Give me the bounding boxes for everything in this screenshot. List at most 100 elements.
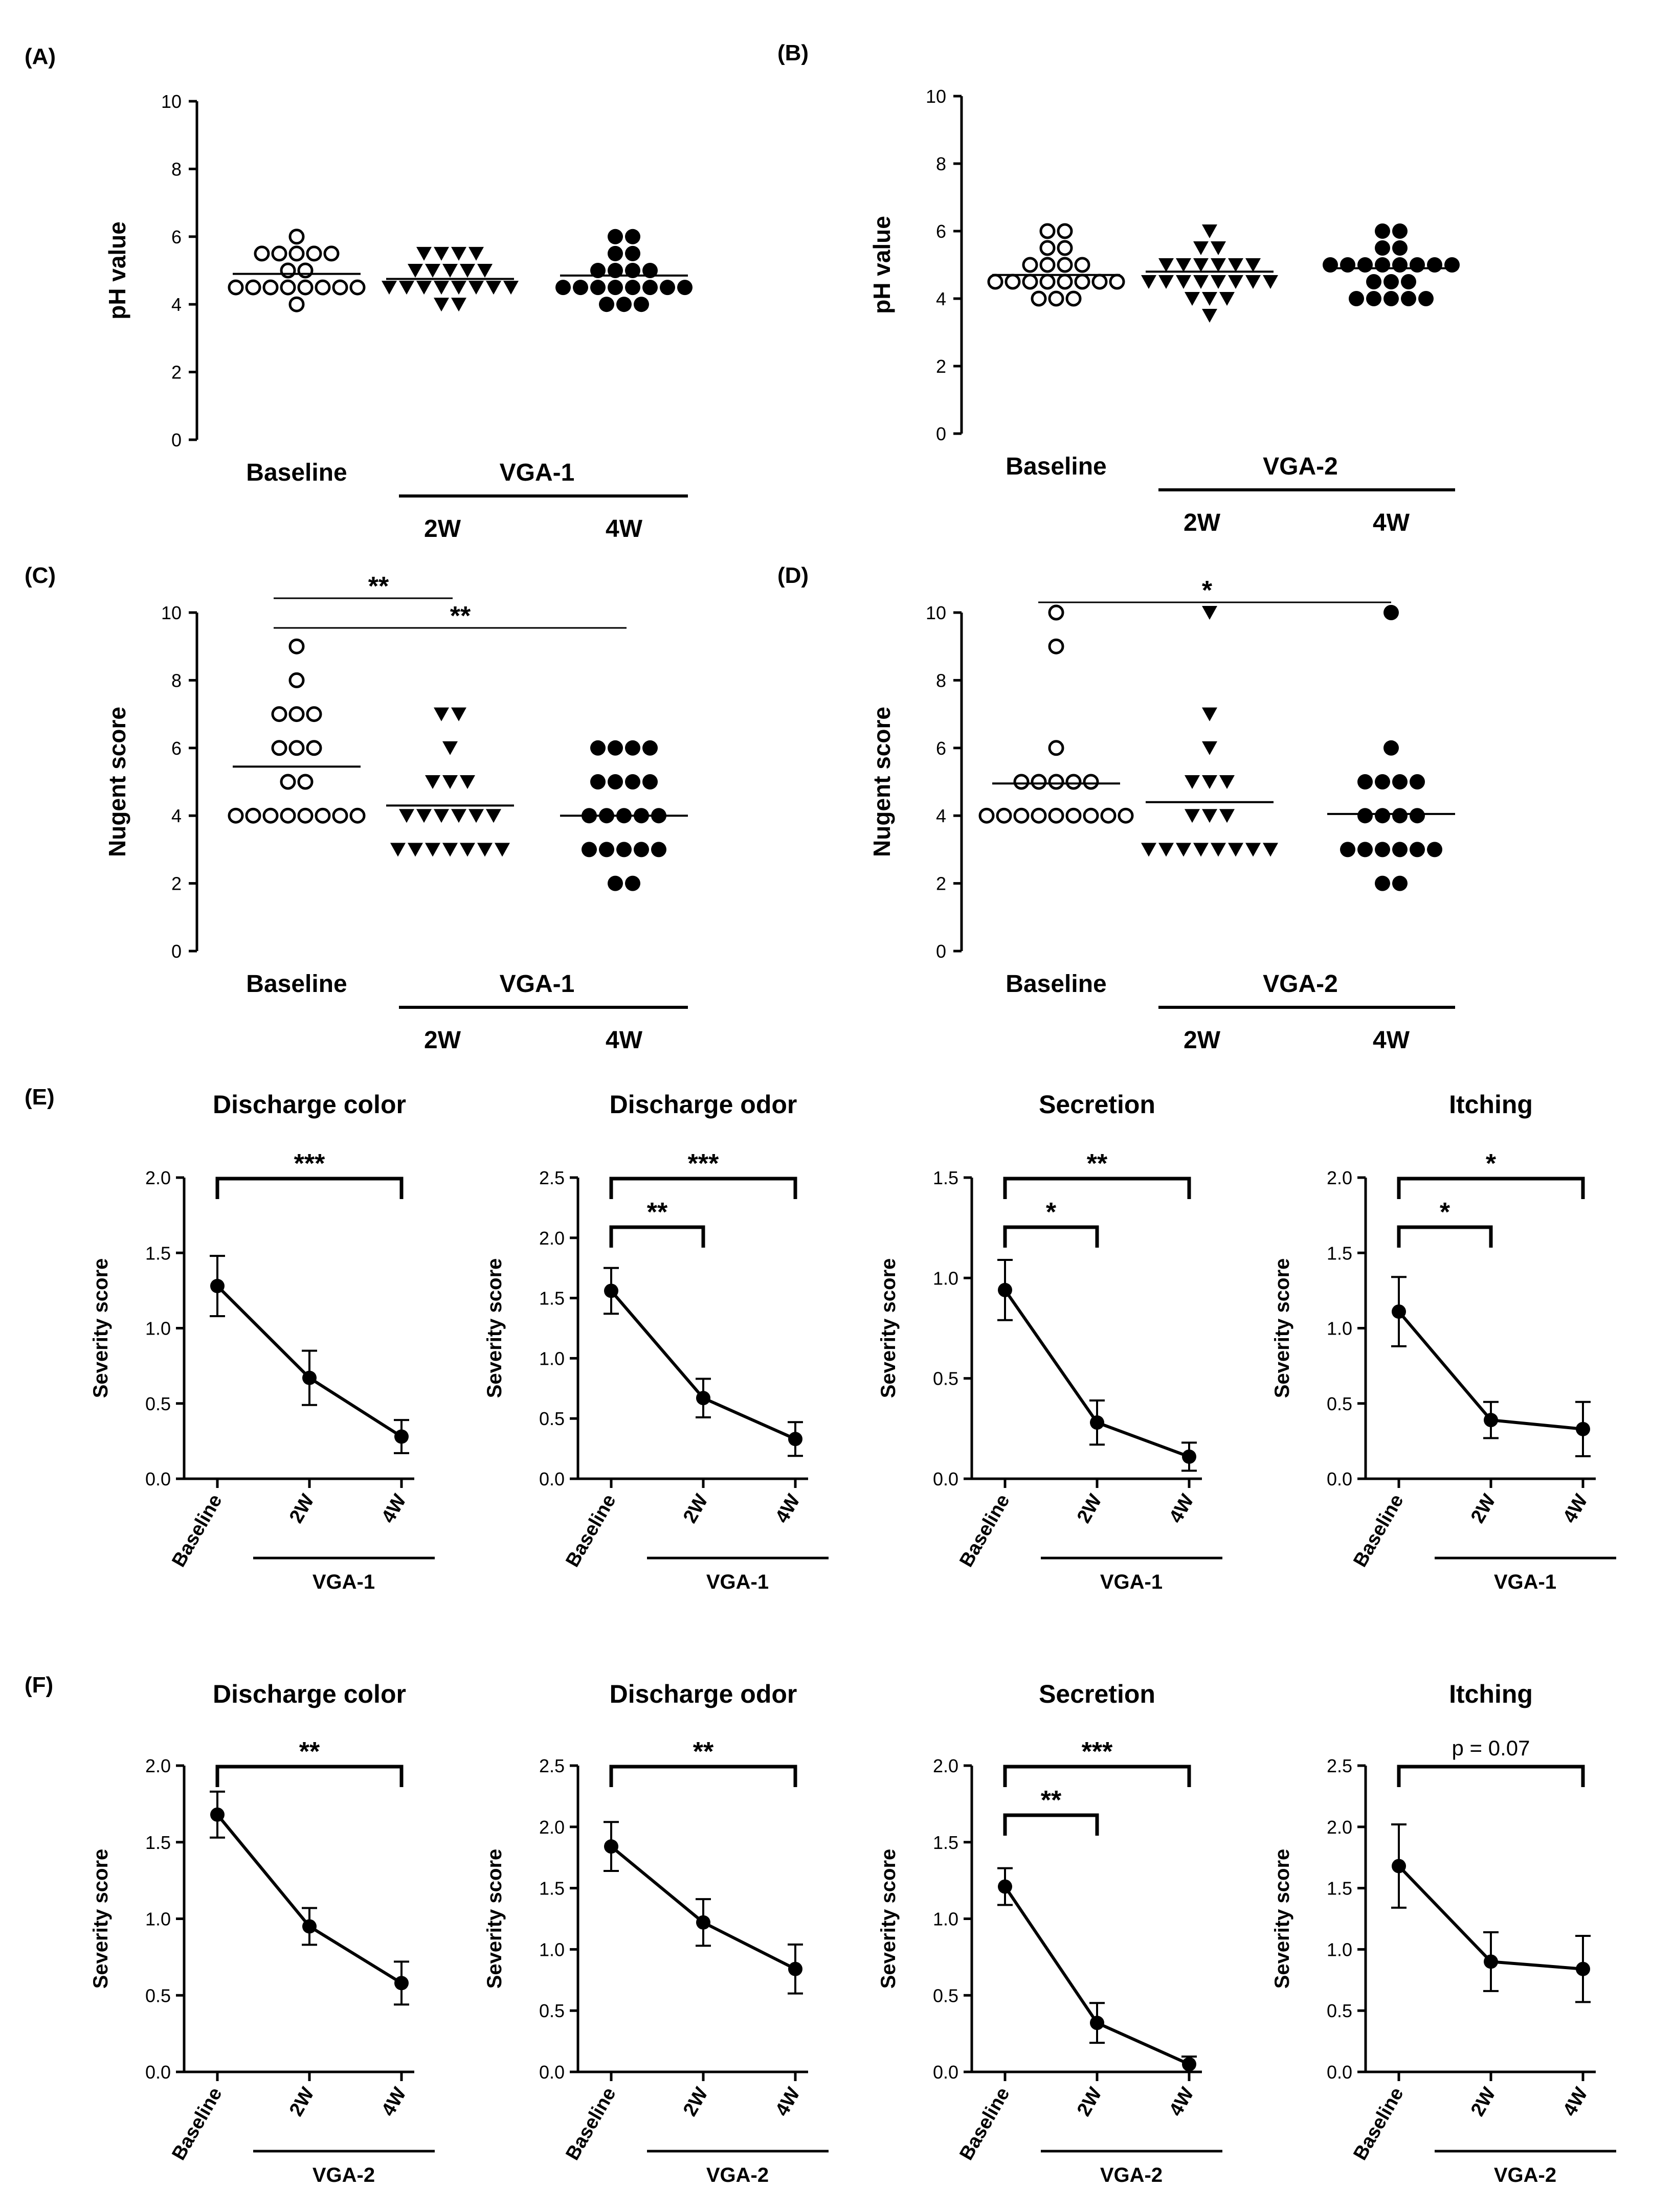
group-label: VGA-2 <box>1263 970 1338 998</box>
y-axis-title: Severity score <box>1271 1849 1293 1989</box>
x-tick-label: 2W <box>285 2084 319 2119</box>
y-tick-label: 1.5 <box>145 1243 171 1263</box>
y-tick-label: 1.0 <box>933 1909 958 1930</box>
y-axis-title: Severity score <box>90 1849 112 1989</box>
significance-label: ** <box>299 1737 320 1767</box>
significance-bracket <box>1003 1225 1099 1248</box>
y-tick-label: 2.5 <box>539 1167 565 1188</box>
data-point <box>297 279 314 296</box>
data-point <box>390 843 406 857</box>
data-point <box>1375 842 1390 857</box>
data-point <box>604 1839 618 1854</box>
significance-bracket <box>215 1177 404 1199</box>
x-label-week: 2W <box>1184 1027 1221 1054</box>
y-tick-label: 0.5 <box>1327 1393 1352 1414</box>
data-point <box>1182 2057 1196 2072</box>
data-point <box>590 280 606 296</box>
data-point <box>288 672 305 688</box>
x-label-week: 2W <box>1184 509 1221 536</box>
x-tick-label: 2W <box>1073 1491 1106 1526</box>
data-point <box>1366 274 1381 289</box>
data-point <box>245 279 261 296</box>
data-point <box>1048 290 1064 307</box>
y-tick-label: 2.5 <box>539 1755 565 1776</box>
y-tick-label: 0.0 <box>145 1469 171 1489</box>
data-point <box>210 1807 225 1822</box>
data-point <box>1444 257 1460 273</box>
data-point <box>1383 291 1399 306</box>
data-point <box>1357 774 1373 789</box>
data-point <box>696 1915 710 1930</box>
data-point <box>451 298 466 312</box>
y-tick-label: 0.5 <box>539 2000 565 2021</box>
group-label: VGA-2 <box>1263 453 1338 480</box>
y-tick-label: 8 <box>171 159 182 179</box>
data-point <box>1340 842 1355 857</box>
subplot-title: Discharge color <box>213 1090 406 1119</box>
x-tick-label: 4W <box>377 2084 411 2119</box>
data-point <box>1383 605 1399 620</box>
data-point <box>1182 1449 1196 1464</box>
x-label-week: 4W <box>1373 509 1410 536</box>
significance-bracket <box>1397 1177 1585 1199</box>
data-point <box>1392 808 1408 824</box>
data-point <box>1118 807 1134 824</box>
x-label-week: 4W <box>1373 1027 1410 1054</box>
data-point <box>332 279 348 296</box>
y-axis-title: Nugent score <box>868 707 895 857</box>
data-point <box>1219 292 1235 306</box>
x-tick-label: Baseline <box>562 2084 620 2164</box>
y-axis-title: pH value <box>868 216 895 314</box>
y-tick-label: 1.0 <box>1327 1939 1352 1960</box>
y-tick-label: 4 <box>171 805 182 826</box>
x-tick-label: 4W <box>1559 2084 1592 2119</box>
data-point <box>1392 240 1408 256</box>
data-point <box>1074 257 1090 273</box>
data-point <box>1202 707 1217 721</box>
data-point <box>297 807 314 824</box>
data-point <box>608 875 623 891</box>
subplot-title: Discharge odor <box>610 1680 797 1708</box>
subplot-title: Secretion <box>1039 1090 1155 1119</box>
data-point <box>1392 842 1408 857</box>
data-point <box>1158 275 1174 289</box>
data-point <box>1245 258 1261 272</box>
y-tick-label: 0.5 <box>539 1408 565 1429</box>
data-point <box>280 774 296 790</box>
data-point <box>625 875 640 891</box>
data-point <box>425 264 440 278</box>
group-label: VGA-1 <box>706 1571 769 1593</box>
data-point <box>634 842 649 857</box>
data-point <box>1375 257 1390 273</box>
data-point <box>297 262 314 279</box>
data-point <box>1083 774 1099 790</box>
data-point <box>382 281 397 295</box>
significance-label: ** <box>1041 1786 1062 1815</box>
y-tick-label: 1.5 <box>1327 1878 1352 1899</box>
data-point <box>315 807 331 824</box>
data-point <box>280 279 296 296</box>
data-point <box>1090 2016 1104 2030</box>
data-point <box>1392 774 1408 789</box>
data-point <box>442 264 458 278</box>
y-tick-label: 1.5 <box>539 1878 565 1899</box>
data-point <box>477 843 493 857</box>
data-point <box>1202 224 1217 238</box>
significance-bracket <box>1003 1765 1191 1787</box>
data-point <box>1109 274 1125 290</box>
data-point <box>608 774 623 789</box>
subplot-title: Itching <box>1449 1680 1533 1708</box>
x-tick-label: 2W <box>1467 2084 1500 2119</box>
data-point <box>608 263 623 278</box>
y-tick-label: 2.0 <box>539 1817 565 1838</box>
data-point <box>1031 290 1047 307</box>
data-point <box>1357 842 1373 857</box>
data-point <box>1392 223 1408 239</box>
x-tick-label: 4W <box>1165 1491 1198 1526</box>
data-point <box>408 843 423 857</box>
data-point <box>616 842 632 857</box>
y-tick-label: 0 <box>171 430 182 450</box>
data-point <box>1013 774 1030 790</box>
data-point <box>425 775 440 789</box>
